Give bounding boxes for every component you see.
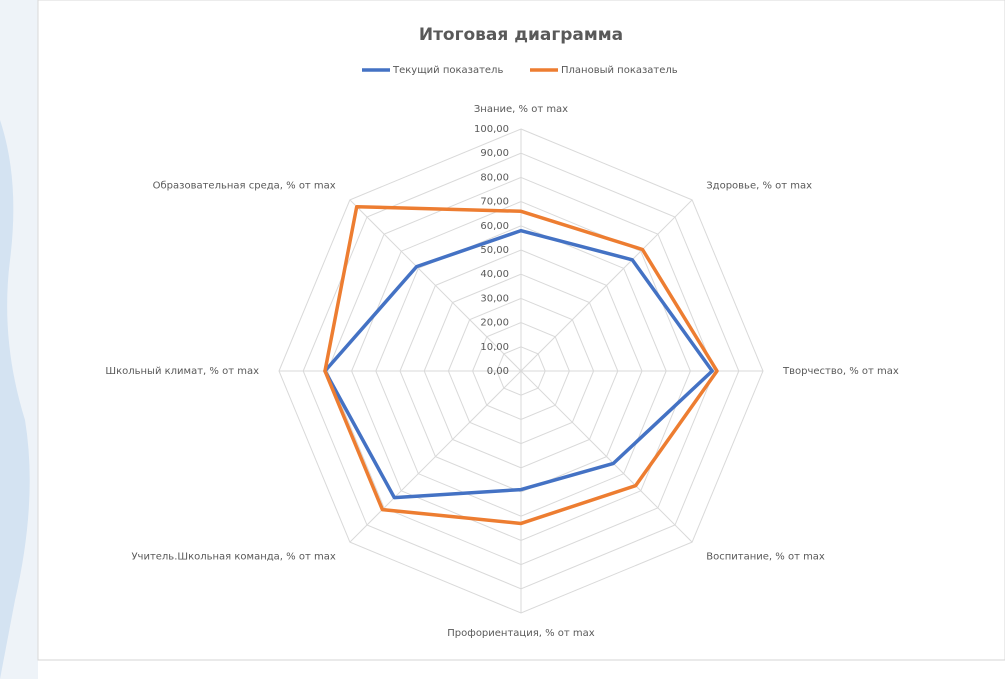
- y-tick-label: 30,00: [480, 293, 509, 304]
- legend-label: Текущий показатель: [392, 65, 503, 76]
- spoke: [520, 370, 693, 543]
- y-tick-label: 90,00: [480, 148, 509, 159]
- category-label: Профориентация, % от max: [447, 628, 594, 639]
- category-label: Здоровье, % от max: [706, 181, 812, 192]
- y-tick-label: 70,00: [480, 197, 509, 208]
- spoke: [520, 199, 693, 372]
- spoke: [349, 199, 522, 372]
- y-tick-label: 100,00: [474, 124, 509, 135]
- category-label: Творчество, % от max: [782, 366, 899, 377]
- spoke: [349, 370, 522, 543]
- category-label: Воспитание, % от max: [706, 551, 825, 562]
- y-tick-label: 60,00: [480, 221, 509, 232]
- chart-title: Итоговая диаграмма: [419, 25, 623, 45]
- category-label: Образовательная среда, % от max: [153, 181, 336, 192]
- series-line: [323, 204, 719, 526]
- y-tick-label: 20,00: [480, 318, 509, 329]
- y-tick-label: 10,00: [480, 342, 509, 353]
- y-tick-label: 40,00: [480, 269, 509, 280]
- y-tick-label: 80,00: [480, 172, 509, 183]
- category-label: Учитель.Школьная команда, % от max: [131, 551, 335, 562]
- category-label: Школьный климат, % от max: [105, 366, 259, 377]
- y-tick-label: 0,00: [487, 366, 509, 377]
- series-line: [323, 228, 714, 500]
- category-label: Знание, % от max: [474, 104, 568, 115]
- y-tick-label: 50,00: [480, 245, 509, 256]
- legend-label: Плановый показатель: [561, 65, 678, 76]
